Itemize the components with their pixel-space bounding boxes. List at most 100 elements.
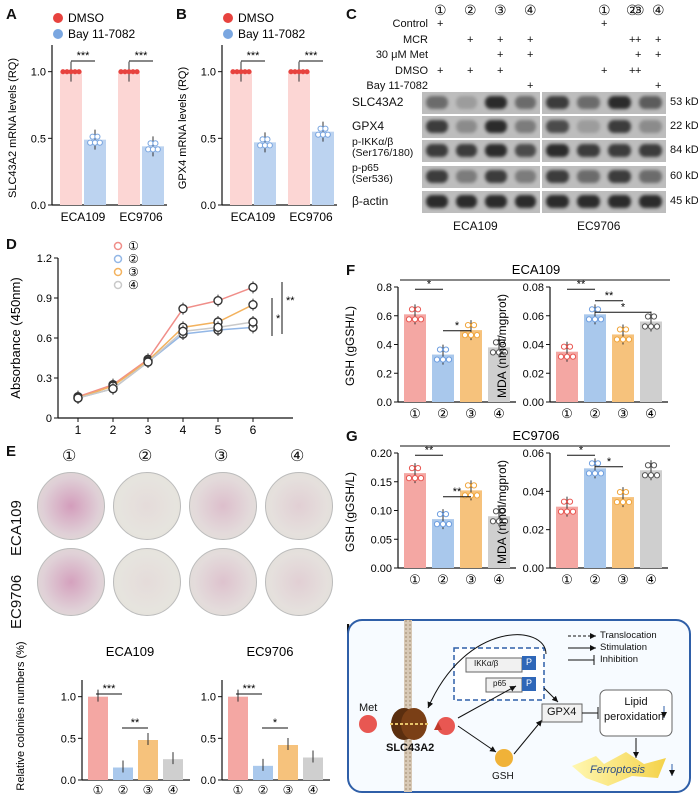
- data-point: [591, 470, 599, 477]
- bar: [278, 745, 298, 780]
- treatment-mark: +: [497, 33, 504, 46]
- bar: [288, 71, 310, 206]
- data-point: [436, 346, 444, 353]
- data-point: [300, 69, 306, 75]
- y-tick-label: 0.0: [61, 775, 76, 787]
- lane-number: ②: [626, 2, 639, 18]
- x-tick-label: EC9706: [289, 210, 333, 224]
- lipid-label-1: Lipid: [624, 696, 648, 708]
- bar: [432, 519, 454, 568]
- legend-label: ④: [128, 278, 139, 292]
- treatment-mark: +: [497, 64, 504, 77]
- data-point: [96, 139, 103, 146]
- panel-label-g: G: [346, 428, 358, 445]
- treatment-label: Bay 11-7082: [366, 80, 428, 92]
- y-tick-label: 0.6: [37, 333, 52, 345]
- data-point: [616, 326, 624, 333]
- x-tick-label: ①: [233, 783, 244, 797]
- data-point: [653, 323, 661, 330]
- x-tick-label: 2: [110, 423, 117, 437]
- x-tick-label: 4: [180, 423, 187, 437]
- band-size: 60 kD: [670, 170, 698, 182]
- sig-label: *: [276, 313, 281, 325]
- sig-label: ***: [103, 683, 117, 695]
- y-tick-label: 1.0: [201, 67, 216, 79]
- data-point: [619, 336, 627, 343]
- blot-band: [546, 120, 569, 133]
- data-point: [68, 69, 74, 75]
- data-point: [178, 303, 188, 314]
- schematic-frame: [347, 619, 691, 793]
- sig-label: *: [607, 456, 612, 468]
- blot-band: [426, 96, 448, 109]
- legend-dmso-dot: [223, 13, 233, 23]
- data-point: [563, 508, 571, 515]
- y-tick-label: 0.06: [523, 311, 544, 323]
- protein-label: GPX4: [352, 119, 385, 133]
- blot-band: [485, 144, 507, 157]
- blot-band: [426, 144, 448, 157]
- protein-label: SLC43A2: [352, 95, 404, 109]
- bar: [138, 740, 158, 780]
- protein-label: β-actin: [352, 194, 389, 208]
- data-point: [613, 498, 621, 506]
- phospho-label-2: P: [526, 678, 533, 688]
- protein-label: (Ser176/180): [352, 147, 414, 159]
- y-tick-label: 1.2: [37, 253, 52, 265]
- legend-label: ②: [128, 252, 139, 266]
- legend-label: ③: [128, 265, 139, 279]
- x-tick-label: ④: [493, 572, 505, 587]
- y-axis-label: MDA (nmol/mgprot): [495, 294, 509, 398]
- data-point: [467, 332, 475, 339]
- data-point: [619, 498, 627, 506]
- data-point: [464, 322, 472, 329]
- treatment-mark: +: [527, 49, 534, 61]
- data-point: [495, 349, 503, 356]
- bar: [556, 351, 578, 402]
- colony-dish: [113, 472, 181, 540]
- treatment-mark: +: [527, 80, 534, 92]
- legend-dmso-label: DMSO: [68, 11, 104, 25]
- blot-band: [485, 96, 507, 109]
- gsh-circle: [495, 749, 513, 767]
- x-tick-label: ②: [437, 572, 449, 587]
- treatment-mark: +: [497, 49, 504, 61]
- legend-bay-dot: [53, 29, 63, 39]
- slc43a2-label: SLC43A2: [386, 742, 435, 754]
- data-point: [569, 353, 577, 360]
- data-point: [304, 69, 310, 75]
- y-tick-label: 1.0: [61, 692, 76, 704]
- data-point: [436, 511, 444, 518]
- blot-band: [514, 96, 536, 109]
- treatment-mark: +: [655, 80, 662, 92]
- y-axis-label: SLC43A2 mRNA levels (RQ): [7, 58, 19, 198]
- treatment-mark: +: [527, 33, 534, 46]
- y-axis-label: GSH (gGSH/L): [343, 306, 357, 386]
- data-point: [470, 322, 478, 329]
- data-point: [242, 69, 248, 75]
- bar: [60, 71, 82, 206]
- data-point: [143, 357, 153, 367]
- band-size: 53 kD: [670, 96, 698, 108]
- x-axis-label: Days: [131, 436, 161, 438]
- bar: [303, 757, 323, 780]
- data-point: [60, 69, 66, 75]
- bar: [118, 71, 140, 206]
- sig-label: *: [427, 278, 432, 290]
- bar: [640, 321, 662, 402]
- bar: [113, 767, 133, 780]
- sig-label: ***: [135, 50, 149, 62]
- legend-bay-dot: [223, 29, 233, 39]
- legend-label: ①: [128, 239, 139, 253]
- data-point: [72, 69, 78, 75]
- data-point: [641, 323, 649, 330]
- y-tick-label: 0.0: [31, 200, 46, 212]
- lipid-peroxidation-box: [599, 689, 673, 737]
- ferroptosis-burst: [572, 752, 666, 786]
- bar: [640, 470, 662, 568]
- legend-inhibition: Inhibition: [600, 654, 639, 665]
- colony-dish: [37, 548, 105, 616]
- bar: [253, 765, 273, 780]
- data-point: [108, 383, 118, 394]
